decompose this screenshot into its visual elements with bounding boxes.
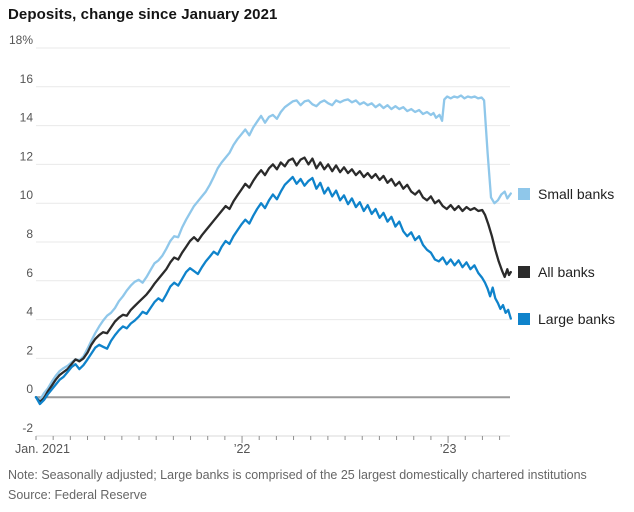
series-line-all-banks — [34, 156, 512, 404]
y-tick-label: 8 — [26, 227, 33, 241]
y-tick-label: 10 — [20, 188, 34, 202]
y-tick-label: 16 — [20, 72, 34, 86]
y-tick-label: 0 — [26, 382, 33, 396]
chart-title: Deposits, change since January 2021 — [8, 6, 278, 23]
chart-canvas: 18% 16 14 12 10 8 6 4 2 0 -2 Jan. 2021 ’22 ’23 — [9, 33, 512, 456]
y-tick-label: 18% — [9, 33, 33, 47]
series-line-large-banks — [34, 175, 512, 406]
series-line-small-banks — [34, 94, 512, 402]
chart-footnote: Note: Seasonally adjusted; Large banks i… — [8, 468, 587, 482]
chart-source: Source: Federal Reserve — [8, 488, 147, 502]
x-tick-label: ’22 — [234, 442, 251, 456]
x-tick-label: ’23 — [440, 442, 457, 456]
y-tick-label: -2 — [22, 421, 33, 435]
x-tick-label: Jan. 2021 — [15, 442, 70, 456]
y-tick-label: 6 — [26, 266, 33, 280]
y-tick-label: 4 — [26, 305, 33, 319]
y-tick-label: 2 — [26, 343, 33, 357]
y-tick-label: 12 — [20, 149, 34, 163]
y-tick-label: 14 — [20, 111, 34, 125]
